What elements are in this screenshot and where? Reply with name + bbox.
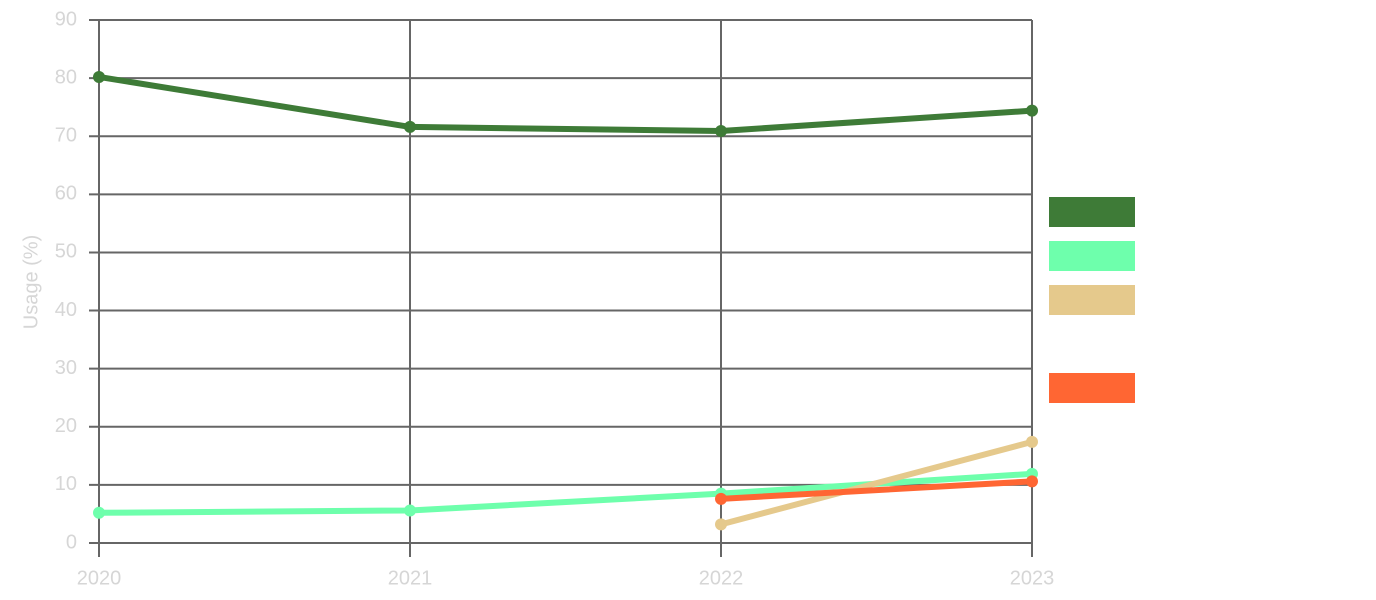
- x-tick-label: 2023: [1010, 567, 1055, 589]
- data-point: [93, 506, 105, 519]
- x-axis-ticks: 2020 2021 2022 2023: [77, 567, 1055, 589]
- data-point: [715, 124, 727, 137]
- y-tick-label: 40: [55, 299, 77, 321]
- series-line: [96, 73, 1035, 134]
- data-point: [93, 70, 105, 83]
- legend-swatch: [1049, 197, 1135, 227]
- y-tick-label: 70: [55, 125, 77, 147]
- data-point: [404, 120, 416, 133]
- y-tick-label: 20: [55, 415, 77, 437]
- series-line: [718, 438, 1035, 528]
- data-point: [1026, 435, 1038, 448]
- x-tick-label: 2022: [699, 567, 744, 589]
- grid: [89, 19, 1033, 557]
- legend: [1049, 197, 1135, 403]
- x-tick-label: 2021: [388, 567, 433, 589]
- legend-swatch: [1049, 285, 1135, 315]
- data-point: [1026, 475, 1038, 488]
- y-tick-label: 80: [55, 66, 77, 88]
- y-tick-label: 50: [55, 241, 77, 263]
- data-point: [715, 492, 727, 505]
- series-lines: [93, 70, 1038, 531]
- y-tick-label: 90: [55, 8, 77, 30]
- series-1: [93, 70, 1038, 137]
- y-tick-label: 10: [55, 473, 77, 495]
- data-point: [715, 518, 727, 531]
- y-axis-ticks: 0 10 20 30 40 50 60 70 80 90: [55, 8, 77, 553]
- data-point: [1026, 104, 1038, 117]
- y-tick-label: 30: [55, 357, 77, 379]
- legend-swatch: [1049, 241, 1135, 271]
- legend-swatch: [1049, 373, 1135, 403]
- y-tick-label: 60: [55, 183, 77, 205]
- y-axis-title: Usage (%): [20, 235, 42, 329]
- series-4: [715, 475, 1038, 505]
- series-3: [715, 435, 1038, 531]
- y-tick-label: 0: [66, 531, 77, 553]
- x-tick-label: 2020: [77, 567, 122, 589]
- series-line: [718, 478, 1035, 502]
- data-point: [404, 504, 416, 517]
